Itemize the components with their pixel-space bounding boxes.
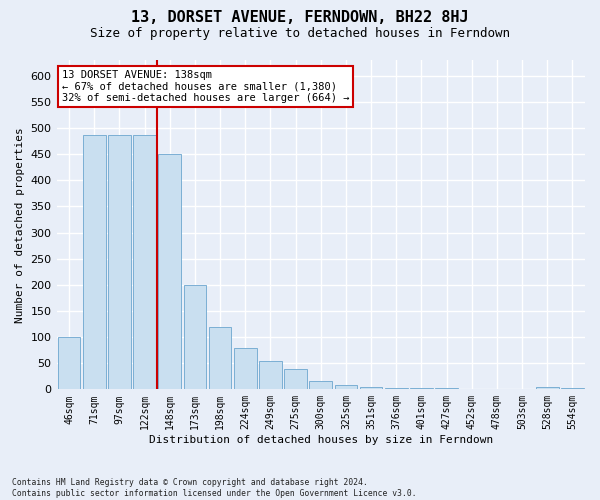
- Bar: [335, 385, 357, 390]
- Bar: [410, 388, 433, 390]
- Text: 13, DORSET AVENUE, FERNDOWN, BH22 8HJ: 13, DORSET AVENUE, FERNDOWN, BH22 8HJ: [131, 10, 469, 25]
- Bar: [385, 388, 407, 390]
- Text: 13 DORSET AVENUE: 138sqm
← 67% of detached houses are smaller (1,380)
32% of sem: 13 DORSET AVENUE: 138sqm ← 67% of detach…: [62, 70, 349, 103]
- Bar: [234, 348, 257, 390]
- Bar: [259, 360, 282, 390]
- Bar: [460, 389, 483, 390]
- Bar: [158, 154, 181, 390]
- Bar: [536, 386, 559, 390]
- Bar: [360, 386, 382, 390]
- Bar: [133, 135, 156, 390]
- Bar: [485, 389, 508, 390]
- Bar: [184, 285, 206, 390]
- Text: Contains HM Land Registry data © Crown copyright and database right 2024.
Contai: Contains HM Land Registry data © Crown c…: [12, 478, 416, 498]
- Bar: [561, 388, 584, 390]
- Bar: [435, 388, 458, 390]
- Bar: [58, 337, 80, 390]
- Bar: [83, 135, 106, 390]
- Bar: [511, 389, 533, 390]
- Bar: [310, 382, 332, 390]
- X-axis label: Distribution of detached houses by size in Ferndown: Distribution of detached houses by size …: [149, 435, 493, 445]
- Text: Size of property relative to detached houses in Ferndown: Size of property relative to detached ho…: [90, 28, 510, 40]
- Bar: [209, 326, 232, 390]
- Bar: [108, 135, 131, 390]
- Y-axis label: Number of detached properties: Number of detached properties: [15, 127, 25, 322]
- Bar: [284, 370, 307, 390]
